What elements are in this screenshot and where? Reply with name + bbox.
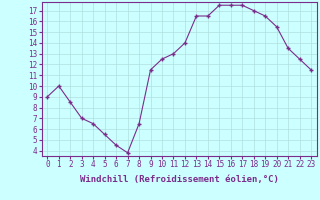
X-axis label: Windchill (Refroidissement éolien,°C): Windchill (Refroidissement éolien,°C) [80,175,279,184]
